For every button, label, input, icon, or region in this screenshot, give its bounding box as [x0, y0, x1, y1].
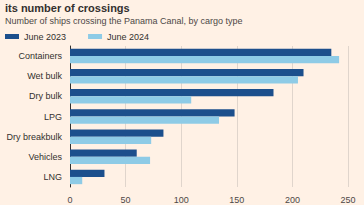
svg-text:200: 200 [285, 195, 300, 205]
svg-text:Containers: Containers [18, 51, 62, 61]
svg-text:50: 50 [121, 195, 131, 205]
svg-text:its number of crossings: its number of crossings [5, 2, 130, 14]
svg-text:Dry breakbulk: Dry breakbulk [6, 132, 62, 142]
svg-text:100: 100 [174, 195, 189, 205]
svg-text:June 2024: June 2024 [107, 32, 149, 42]
svg-text:Wet bulk: Wet bulk [27, 71, 62, 81]
svg-text:Dry bulk: Dry bulk [29, 91, 63, 101]
svg-text:Number of ships crossing the P: Number of ships crossing the Panama Cana… [5, 16, 243, 26]
svg-text:Vehicles: Vehicles [28, 152, 62, 162]
svg-text:250: 250 [340, 195, 355, 205]
svg-text:June 2023: June 2023 [24, 32, 66, 42]
svg-text:LNG: LNG [43, 172, 62, 182]
svg-text:150: 150 [229, 195, 244, 205]
svg-text:0: 0 [67, 195, 72, 205]
svg-text:LPG: LPG [44, 112, 62, 122]
